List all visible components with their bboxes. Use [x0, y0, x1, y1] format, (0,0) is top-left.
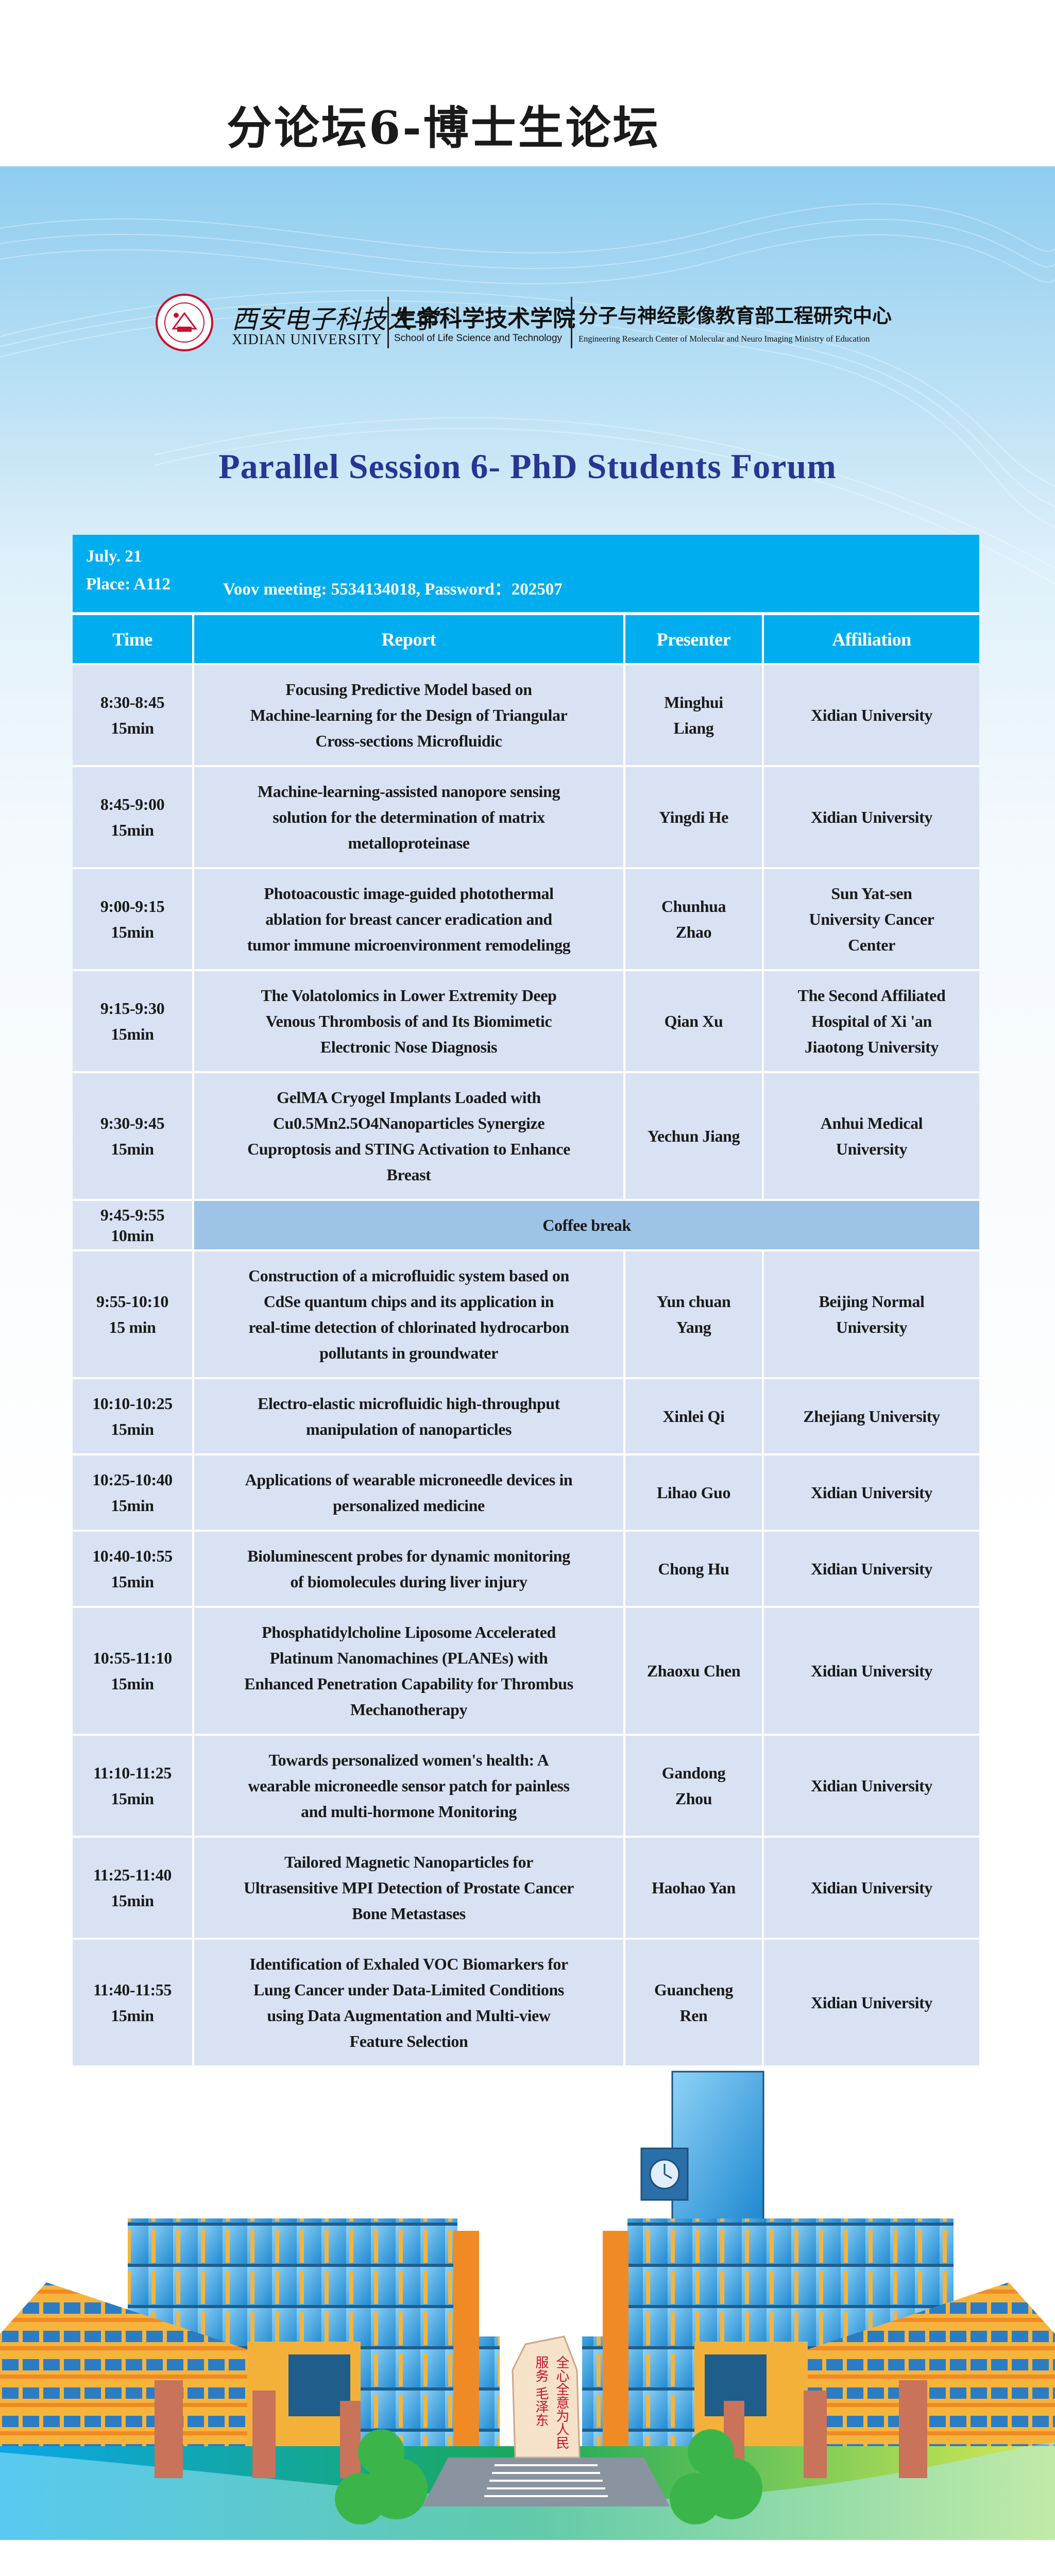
time-cell: 10:25-10:40 15min: [73, 1455, 194, 1532]
report-cell: The Volatolomics in Lower Extremity Deep…: [194, 971, 625, 1073]
affiliation-cell: Xidian University: [764, 767, 979, 869]
time-cell: 8:45-9:00 15min: [73, 767, 194, 869]
report-cell: Phosphatidylcholine Liposome Accelerated…: [194, 1608, 625, 1736]
report-cell: Applications of wearable microneedle dev…: [194, 1455, 625, 1532]
presenter-cell: Lihao Guo: [625, 1455, 764, 1532]
time-cell: 9:00-9:15 15min: [73, 869, 194, 971]
affiliation-cell: Beijing Normal University: [764, 1251, 979, 1379]
campus-illustration: [0, 2071, 1055, 2540]
session-place: Place: A112: [86, 575, 171, 594]
presenter-cell: Gandong Zhou: [625, 1736, 764, 1838]
time-cell: 8:30-8:45 15min: [73, 665, 194, 767]
column-header-time: Time: [73, 613, 194, 665]
entrance-steps: [422, 2458, 670, 2506]
affiliation-cell: Xidian University: [764, 1940, 979, 2067]
presenter-cell: Yechun Jiang: [625, 1073, 764, 1201]
report-cell: Bioluminescent probes for dynamic monito…: [194, 1532, 625, 1608]
column-header-presenter: Presenter: [625, 613, 764, 665]
affiliation-cell: Xidian University: [764, 1838, 979, 1940]
affiliation-cell: Xidian University: [764, 1532, 979, 1608]
table-row: 10:25-10:40 15min Applications of wearabl…: [73, 1455, 979, 1532]
time-cell: 10:10-10:25 15min: [73, 1379, 194, 1455]
presenter-cell: Qian Xu: [625, 971, 764, 1073]
table-row: 8:30-8:45 15min Focusing Predictive Model…: [73, 665, 979, 767]
table-row: 9:15-9:30 15min The Volatolomics in Lower…: [73, 971, 979, 1073]
chinese-title: 分论坛6-博士生论坛: [227, 101, 660, 155]
school-name-en: School of Life Science and Technology: [394, 333, 563, 344]
logo-divider: [571, 297, 572, 348]
presenter-cell: Minghui Liang: [625, 665, 764, 767]
presenter-cell: Yingdi He: [625, 767, 764, 869]
report-cell: GelMA Cryogel Implants Loaded with Cu0.5…: [194, 1073, 625, 1201]
presenter-cell: Chong Hu: [625, 1532, 764, 1608]
session-heading: Parallel Session 6- PhD Students Forum: [218, 447, 837, 486]
time-cell: 9:15-9:30 15min: [73, 971, 194, 1073]
report-cell: Photoacoustic image-guided photothermal …: [194, 869, 625, 971]
affiliation-cell: Xidian University: [764, 1736, 979, 1838]
table-row: 11:40-11:55 15min Identification of Exhal…: [73, 1940, 979, 2067]
report-cell: Construction of a microfluidic system ba…: [194, 1251, 625, 1379]
schedule-table: Time Report Presenter Affiliation 8:30-8…: [73, 613, 979, 2067]
right-wing-building: [694, 2282, 1055, 2447]
meeting-info: Voov meeting: 5534134018, Password：20250…: [223, 580, 563, 599]
logo-banner: 西安电子科技大学 XIDIAN UNIVERSITY 生命科学技术学院 Scho…: [155, 293, 907, 354]
break-row: 9:45-9:55 10min Coffee break: [73, 1201, 979, 1251]
time-cell: 10:55-11:10 15min: [73, 1608, 194, 1736]
session-info-box: July. 21 Place: A112 Voov meeting: 55341…: [73, 535, 979, 612]
time-cell: 9:55-10:10 15 min: [73, 1251, 194, 1379]
affiliation-cell: Sun Yat-sen University Cancer Center: [764, 869, 979, 971]
background-waves: [0, 203, 1055, 584]
university-name-cn: 西安电子科技大学: [232, 304, 438, 334]
university-seal-logo: [156, 294, 213, 351]
school-name-cn: 生命科学技术学院: [394, 306, 575, 332]
coffee-break-cell: Coffee break: [194, 1201, 979, 1251]
time-cell: 11:40-11:55 15min: [73, 1940, 194, 2067]
session-date: July. 21: [86, 547, 142, 566]
report-cell: Tailored Magnetic Nanoparticles for Ultr…: [194, 1838, 625, 1940]
presenter-cell: Haohao Yan: [625, 1838, 764, 1940]
affiliation-cell: Zhejiang University: [764, 1379, 979, 1455]
report-cell: Electro-elastic microfluidic high-throug…: [194, 1379, 625, 1455]
presenter-cell: Guancheng Ren: [625, 1940, 764, 2067]
shrubs: [335, 2429, 762, 2524]
table-row: 9:00-9:15 15min Photoacoustic image-guide…: [73, 869, 979, 971]
table-row: 8:45-9:00 15min Machine-learning-assisted…: [73, 767, 979, 869]
report-cell: Identification of Exhaled VOC Biomarkers…: [194, 1940, 625, 2067]
table-row: 11:10-11:25 15min Towards personalized wo…: [73, 1736, 979, 1838]
presenter-cell: Chunhua Zhao: [625, 869, 764, 971]
table-row: 10:40-10:55 15min Bioluminescent probes f…: [73, 1532, 979, 1608]
affiliation-cell: Xidian University: [764, 1455, 979, 1532]
report-cell: Machine-learning-assisted nanopore sensi…: [194, 767, 625, 869]
column-header-report: Report: [194, 613, 625, 665]
time-cell: 9:30-9:45 15min: [73, 1073, 194, 1201]
report-cell: Focusing Predictive Model based on Machi…: [194, 665, 625, 767]
university-name-en: XIDIAN UNIVERSITY: [232, 332, 382, 348]
table-row: 9:55-10:10 15 min Construction of a micro…: [73, 1251, 979, 1379]
affiliation-cell: Xidian University: [764, 665, 979, 767]
presenter-cell: Yun chuan Yang: [625, 1251, 764, 1379]
table-row: 10:10-10:25 15min Electro-elastic microfl…: [73, 1379, 979, 1455]
time-cell: 9:45-9:55 10min: [73, 1201, 194, 1251]
presenter-cell: Xinlei Qi: [625, 1379, 764, 1455]
affiliation-cell: The Second Affiliated Hospital of Xi 'an…: [764, 971, 979, 1073]
logo-divider: [387, 297, 389, 348]
table-row: 10:55-11:10 15min Phosphatidylcholine Lip…: [73, 1608, 979, 1736]
time-cell: 11:10-11:25 15min: [73, 1736, 194, 1838]
time-cell: 10:40-10:55 15min: [73, 1532, 194, 1608]
column-header-affiliation: Affiliation: [764, 613, 979, 665]
time-cell: 11:25-11:40 15min: [73, 1838, 194, 1940]
affiliation-cell: Anhui Medical University: [764, 1073, 979, 1201]
monument-inscription: 全心全意为人民服务 毛泽东: [533, 2355, 569, 2449]
affiliation-cell: Xidian University: [764, 1608, 979, 1736]
report-cell: Towards personalized women's health: A w…: [194, 1736, 625, 1838]
presenter-cell: Zhaoxu Chen: [625, 1608, 764, 1736]
table-row: 11:25-11:40 15min Tailored Magnetic Nanop…: [73, 1838, 979, 1940]
table-row: 9:30-9:45 15min GelMA Cryogel Implants Lo…: [73, 1073, 979, 1201]
table-header-row: Time Report Presenter Affiliation: [73, 613, 979, 665]
research-center-en: Engineering Research Center of Molecular…: [578, 334, 870, 344]
research-center-cn: 分子与神经影像教育部工程研究中心: [578, 304, 892, 327]
monument-stone: [512, 2335, 581, 2459]
clock-tower: [640, 2071, 764, 2222]
